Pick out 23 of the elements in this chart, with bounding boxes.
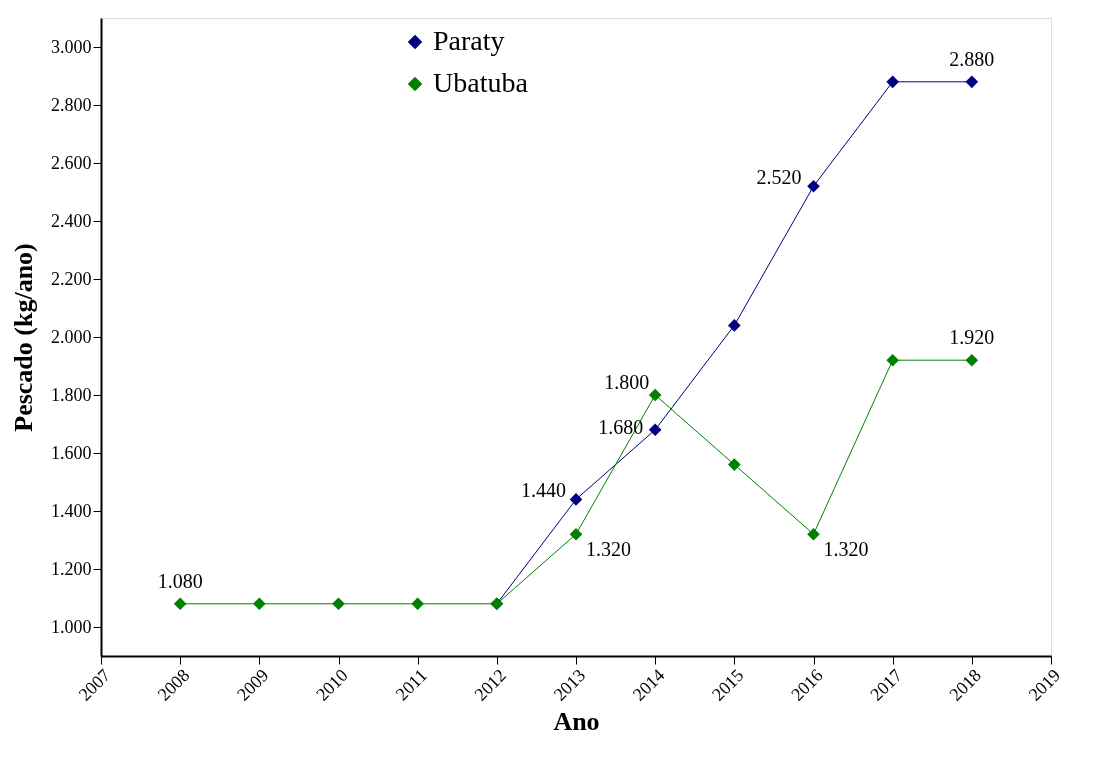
y-tick-label: 2.400 <box>51 210 92 231</box>
y-tick-label: 2.000 <box>51 326 92 347</box>
data-label: 1.920 <box>949 326 995 349</box>
y-tick-label: 1.400 <box>51 500 92 521</box>
legend-label: Paraty <box>433 25 505 56</box>
y-tick-label: 2.800 <box>51 94 92 115</box>
y-tick-label: 1.800 <box>51 384 92 405</box>
y-tick-label: 3.000 <box>51 36 92 57</box>
data-label: 1.080 <box>157 569 203 592</box>
x-axis-title: Ano <box>553 706 600 736</box>
data-label: 1.320 <box>823 538 869 561</box>
data-label: 2.880 <box>949 47 995 70</box>
y-tick-label: 1.600 <box>51 442 92 463</box>
data-label: 2.520 <box>756 166 802 189</box>
y-tick-label: 1.000 <box>51 616 92 637</box>
data-label: 1.800 <box>604 371 650 393</box>
y-tick-label: 2.200 <box>51 268 92 289</box>
data-label: 1.440 <box>521 479 566 502</box>
data-label: 1.320 <box>586 538 631 561</box>
legend-label: Ubatuba <box>433 67 529 98</box>
y-tick-label: 2.600 <box>51 152 92 173</box>
y-axis-title: Pescado (kg/ano) <box>9 243 38 432</box>
y-tick-label: 1.200 <box>51 558 92 579</box>
